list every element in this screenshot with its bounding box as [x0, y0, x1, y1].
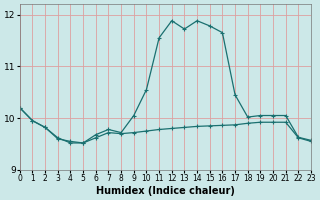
X-axis label: Humidex (Indice chaleur): Humidex (Indice chaleur)	[96, 186, 235, 196]
